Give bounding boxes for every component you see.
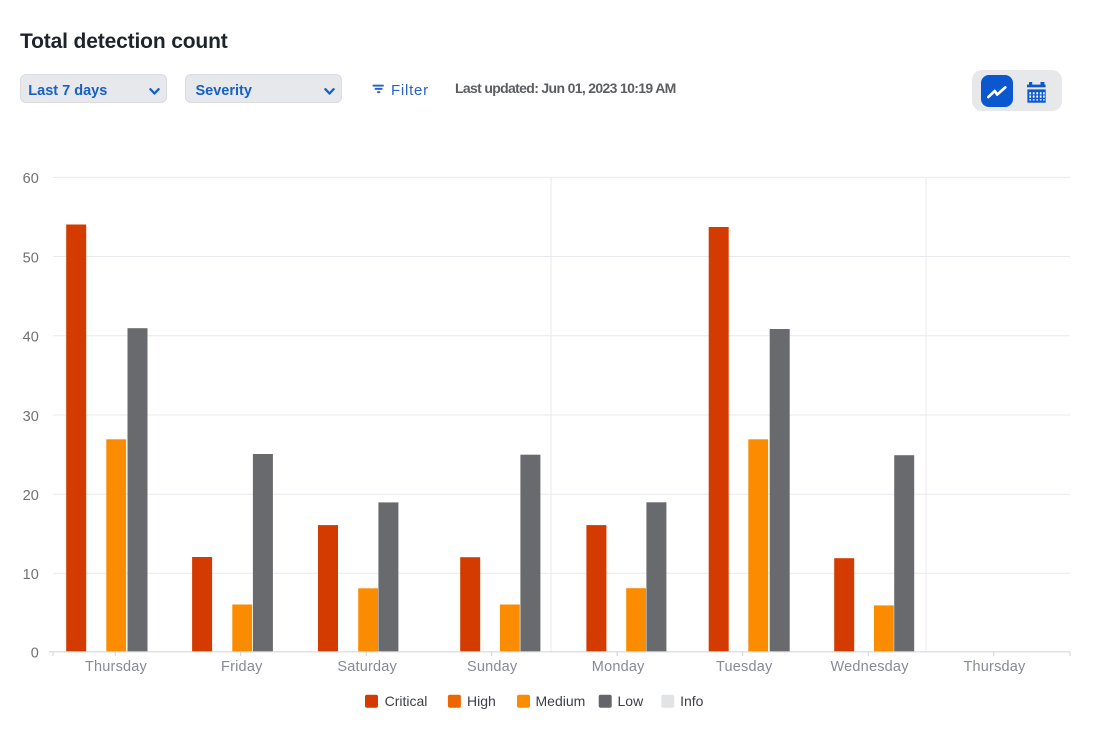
svg-text:20: 20: [23, 488, 39, 504]
svg-text:Info: Info: [680, 693, 704, 709]
svg-text:Thursday: Thursday: [963, 659, 1026, 675]
svg-text:10: 10: [23, 567, 39, 583]
svg-text:Thursday: Thursday: [85, 659, 148, 675]
svg-text:Saturday: Saturday: [337, 659, 397, 675]
svg-text:High: High: [467, 693, 496, 709]
svg-text:Tuesday: Tuesday: [716, 659, 773, 675]
svg-text:Medium: Medium: [536, 693, 586, 709]
svg-text:60: 60: [23, 171, 39, 187]
svg-text:Wednesday: Wednesday: [831, 659, 910, 675]
svg-text:Sunday: Sunday: [467, 659, 518, 675]
svg-text:30: 30: [23, 409, 39, 425]
svg-text:50: 50: [23, 250, 39, 266]
svg-text:Monday: Monday: [592, 659, 645, 675]
svg-text:Low: Low: [618, 693, 645, 709]
svg-text:0: 0: [31, 645, 39, 661]
svg-text:40: 40: [23, 330, 39, 346]
svg-text:Critical: Critical: [385, 693, 428, 709]
svg-text:Friday: Friday: [221, 659, 263, 675]
